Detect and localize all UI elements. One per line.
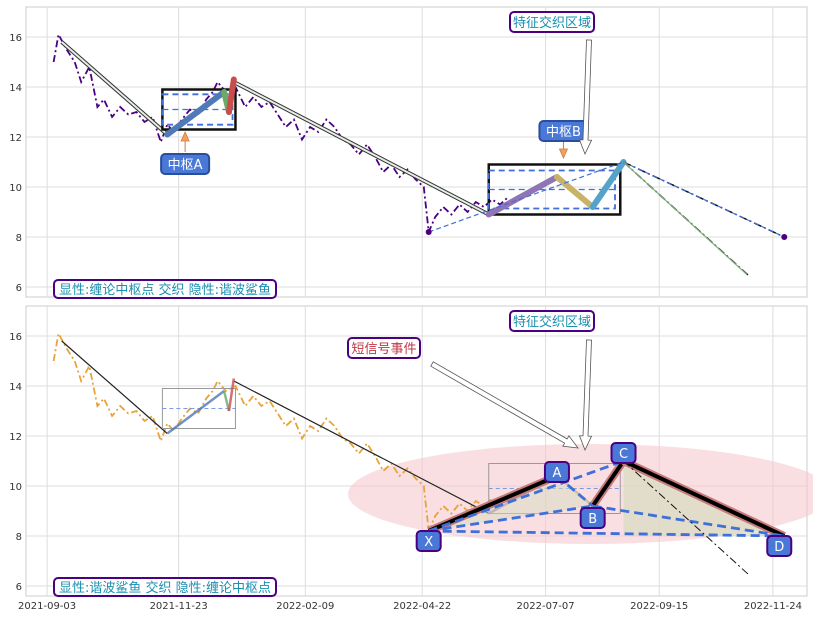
x-tick-label: 2022-09-15 — [630, 601, 688, 612]
harmonic-ratio-line-2 — [592, 504, 785, 538]
bi-segment-4 — [553, 174, 596, 210]
bi-segment-5 — [589, 159, 627, 210]
x-tick-label: 2022-04-22 — [393, 601, 451, 612]
feature-region-label-bottom-box — [509, 310, 595, 332]
feature-region-label-bottom: 特征交织区域 — [509, 310, 595, 332]
projection-line-3 — [623, 161, 785, 238]
harmonic-point-c-box — [610, 442, 637, 464]
center-a-label: 中枢A — [160, 153, 211, 175]
caption-top-box — [53, 279, 277, 299]
bottom-ytick-label: 14 — [9, 382, 22, 393]
center-b-label: 中枢B — [538, 120, 589, 142]
harmonic-point-d-text: D — [774, 540, 784, 555]
center-a-label-box — [160, 153, 211, 175]
x-tick-label: 2021-09-03 — [18, 601, 76, 612]
x-axis-tick-labels: 2021-09-03 2021-11-23 2022-02-09 2022-04-22… — [18, 601, 802, 612]
center-a-arrow-head — [180, 131, 190, 142]
bottom-ytick-label: 16 — [9, 332, 22, 343]
top-frame — [25, 6, 808, 298]
top-ytick-label: 14 — [9, 83, 22, 94]
harmonic-point-x-text: X — [424, 535, 433, 550]
feature-region-label-top-text: 特征交织区域 — [513, 15, 591, 31]
harmonic-leg-2 — [622, 459, 786, 538]
harmonic-point-d-box — [766, 535, 793, 557]
harmonic-ratio-line-3 — [428, 459, 624, 533]
bottom-ytick-label: 6 — [16, 582, 22, 593]
harmonic-point-d: D — [766, 535, 793, 557]
zhongshu-inner-1 — [487, 169, 616, 210]
harmonic-leg-1 — [591, 459, 626, 508]
harmonic-point-c-text: C — [619, 447, 628, 462]
harmonic-point-x-box — [415, 530, 442, 552]
point-x-dot — [425, 229, 432, 235]
caption-bottom-box — [53, 577, 277, 597]
top-ytick-label: 8 — [16, 233, 22, 244]
stroke-inner-0 — [61, 41, 168, 136]
short-signal-arrow — [430, 361, 579, 449]
harmonic-point-b-text: B — [588, 512, 597, 527]
point-d-dot — [781, 234, 788, 240]
caption-bottom-text: 显性:谐波鲨鱼 交织 隐性:缠论中枢点 — [59, 580, 271, 596]
top-ytick-label: 16 — [9, 33, 22, 44]
projection-line-2 — [428, 161, 624, 233]
projection-line-bottom — [623, 460, 751, 577]
harmonic-point-a-text: A — [552, 466, 561, 481]
bi-faded-2 — [227, 378, 236, 412]
bi-faded-1 — [222, 390, 231, 412]
feature-region-label-top-box — [509, 11, 595, 33]
stroke-thin-1 — [233, 380, 490, 515]
top-ytick-label: 6 — [16, 283, 22, 294]
harmonic-ratio-line-4 — [428, 529, 785, 538]
stroke-thin-0 — [61, 340, 168, 434]
short-signal-label-box — [347, 337, 421, 359]
caption-top-text: 显性:缠论中枢点 交织 隐性:谐波鲨鱼 — [59, 282, 271, 298]
harmonic-point-c: C — [610, 442, 637, 464]
feature-region-label-top: 特征交织区域 — [509, 11, 595, 33]
bottom-ytick-label: 8 — [16, 532, 22, 543]
top-ytick-label: 12 — [9, 133, 22, 144]
stroke-inner-1 — [233, 81, 490, 216]
caption-top: 显性:缠论中枢点 交织 隐性:谐波鲨鱼 — [53, 279, 277, 299]
bottom-ytick-label: 10 — [9, 482, 22, 493]
harmonic-leg-0 — [427, 474, 558, 533]
price-line-top — [52, 31, 509, 236]
x-tick-label: 2021-11-23 — [150, 601, 208, 612]
bottom-ytick-label: 12 — [9, 432, 22, 443]
x-tick-label: 2022-11-24 — [744, 601, 802, 612]
feature-region-label-bottom-text: 特征交织区域 — [513, 314, 591, 330]
caption-bottom: 显性:谐波鲨鱼 交织 隐性:缠论中枢点 — [53, 577, 277, 597]
bi-segment-3 — [485, 174, 560, 218]
feature-region-arrow-top — [578, 39, 593, 156]
harmonic-point-b: B — [579, 507, 606, 529]
x-tick-label: 2022-07-07 — [517, 601, 575, 612]
projection-line-green — [623, 161, 748, 275]
top-ytick-label: 10 — [9, 183, 22, 194]
center-b-label-text: 中枢B — [546, 125, 581, 140]
harmonic-point-x: X — [415, 530, 442, 552]
feature-region-arrow-bottom — [578, 339, 593, 452]
bi-segment-2 — [225, 76, 237, 115]
harmonic-point-b-box — [579, 507, 606, 529]
bi-segment-0 — [164, 89, 228, 138]
x-tick-label: 2022-02-09 — [276, 601, 334, 612]
harmonic-point-a: A — [543, 461, 570, 483]
harmonic-point-a-box — [543, 461, 570, 483]
center-a-label-text: 中枢A — [168, 158, 203, 173]
short-signal-label: 短信号事件 — [347, 337, 421, 359]
short-signal-label-text: 短信号事件 — [351, 342, 416, 357]
center-b-arrow-head — [558, 148, 569, 159]
bi-faded-0 — [166, 389, 225, 435]
